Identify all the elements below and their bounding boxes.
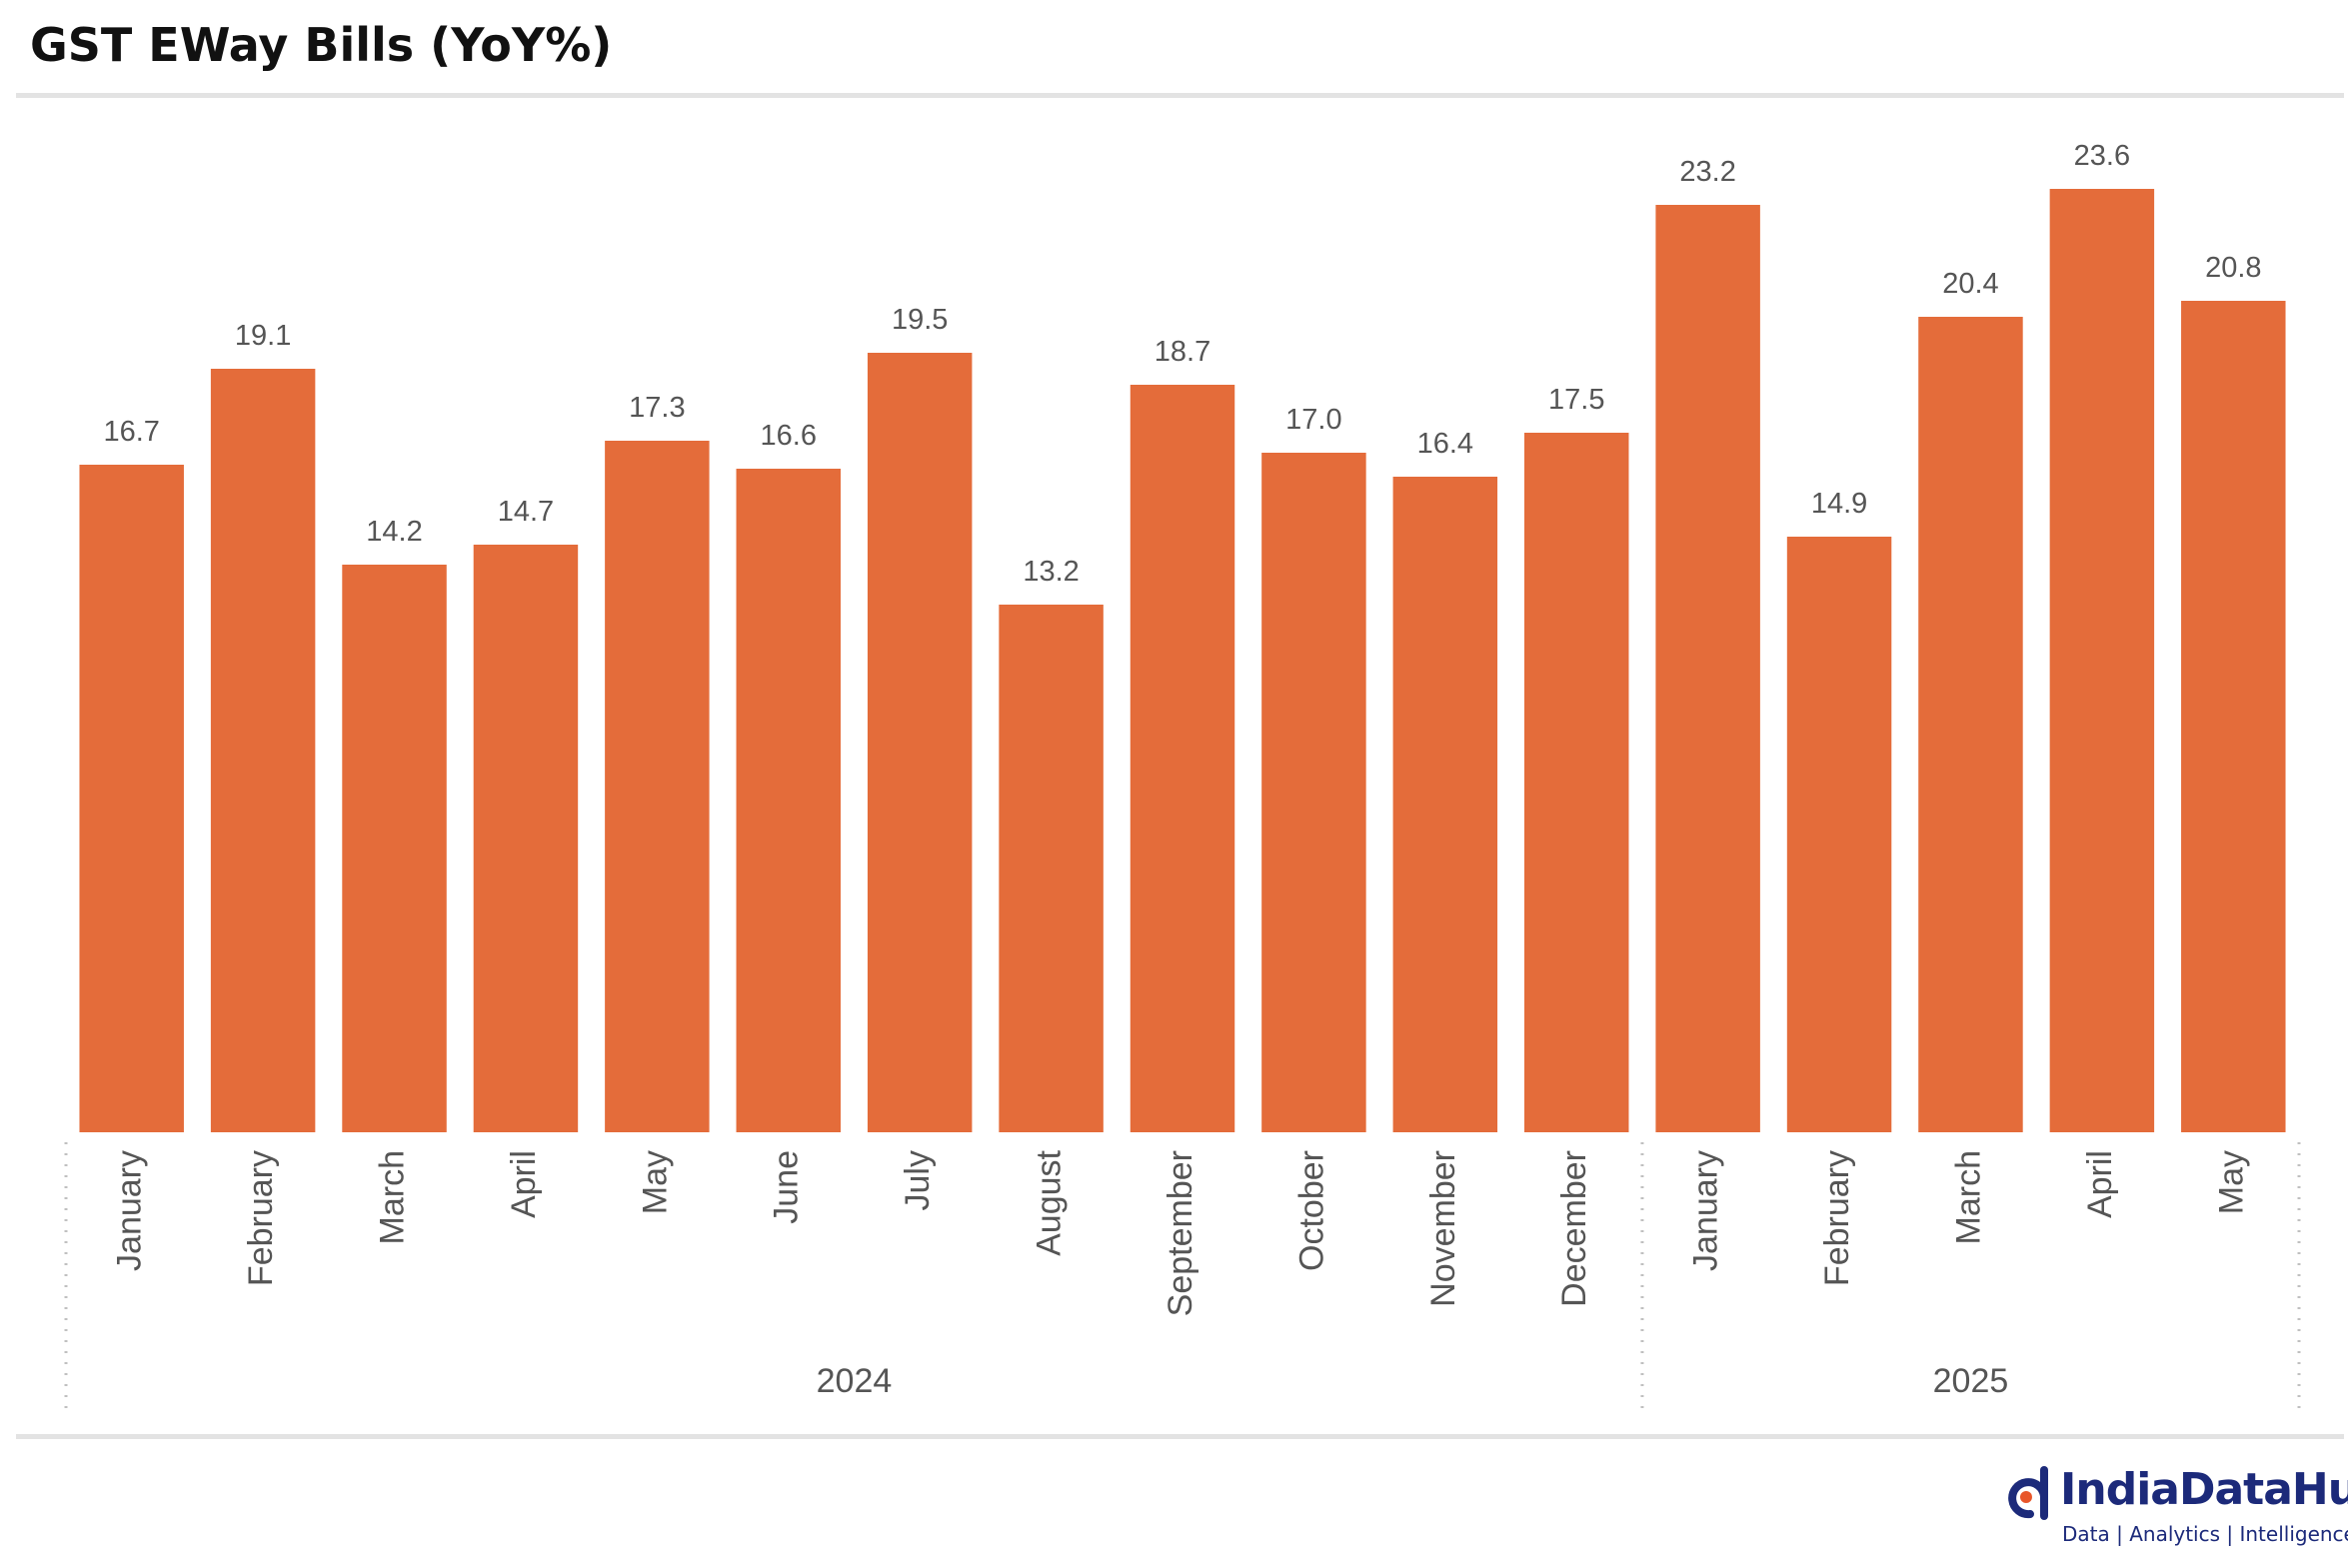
bar [867, 353, 973, 1132]
bar [1130, 385, 1235, 1132]
bar [210, 369, 316, 1132]
year-group-label: 2025 [1933, 1362, 2009, 1400]
indiadatahub-logo-icon [2008, 1466, 2048, 1520]
x-tick-label: December [1555, 1150, 1593, 1307]
value-label: 17.5 [1548, 384, 1604, 416]
value-label: 14.2 [366, 516, 422, 548]
bar [1786, 537, 1892, 1132]
x-tick-labels-layer: January February March April May June July Augu… [111, 1149, 2251, 1316]
value-label: 16.4 [1417, 428, 1473, 460]
value-label: 23.2 [1679, 156, 1735, 188]
value-label: 14.7 [498, 496, 554, 528]
bars-layer [79, 189, 2286, 1132]
bar [2181, 301, 2286, 1132]
value-label: 23.6 [2074, 140, 2130, 172]
brand-name: IndiaDataHub [2060, 1464, 2348, 1515]
bottom-divider [16, 1434, 2344, 1439]
brand-logo: IndiaDataHub Data | Analytics | Intellig… [2004, 1464, 2348, 1554]
x-tick-label: March [374, 1150, 412, 1244]
x-tick-label: July [899, 1150, 937, 1210]
value-label: 20.4 [1942, 268, 1998, 300]
x-tick-label: May [2212, 1150, 2250, 1214]
value-label: 18.7 [1155, 336, 1210, 368]
x-tick-label: November [1424, 1150, 1462, 1307]
brand-tagline: Data | Analytics | Intelligence [2062, 1522, 2348, 1546]
value-label: 20.8 [2205, 252, 2261, 284]
bar [1523, 433, 1629, 1132]
value-label: 16.7 [103, 416, 159, 448]
year-group-label: 2024 [817, 1362, 893, 1400]
value-labels-layer: 16.7 19.1 14.2 14.7 17.3 16.6 19.5 13.2 18.7 17.0… [103, 140, 2261, 588]
bar [2049, 189, 2155, 1132]
bar [605, 441, 710, 1132]
x-tick-label: January [1687, 1150, 1725, 1271]
x-tick-label: March [1949, 1150, 1987, 1244]
x-tick-label: April [2081, 1150, 2119, 1218]
bar [1261, 453, 1366, 1132]
chart-title: GST EWay Bills (YoY%) [30, 18, 613, 72]
bar [1655, 205, 1760, 1132]
x-tick-label: August [1031, 1149, 1069, 1255]
value-label: 17.3 [629, 392, 685, 424]
bar [1392, 477, 1498, 1132]
x-tick-label: February [1818, 1150, 1856, 1286]
x-tick-label: February [242, 1150, 280, 1286]
bar [1918, 317, 2023, 1132]
bar [473, 545, 579, 1132]
x-tick-label: May [636, 1150, 674, 1214]
bar [342, 565, 447, 1132]
value-label: 16.6 [761, 420, 817, 452]
bar [79, 465, 184, 1132]
bar [736, 469, 842, 1132]
year-group-layer: 2024 2025 [64, 1142, 2301, 1414]
value-label: 13.2 [1023, 556, 1079, 588]
value-label: 19.1 [235, 320, 291, 352]
bar [999, 605, 1104, 1132]
value-label: 14.9 [1811, 488, 1867, 520]
top-divider [16, 93, 2344, 98]
x-tick-label: September [1162, 1150, 1199, 1316]
x-tick-label: April [505, 1150, 543, 1218]
x-tick-label: January [111, 1150, 149, 1271]
x-tick-label: June [768, 1150, 806, 1224]
value-label: 19.5 [892, 304, 948, 336]
value-label: 17.0 [1285, 404, 1341, 436]
x-tick-label: October [1292, 1150, 1330, 1271]
